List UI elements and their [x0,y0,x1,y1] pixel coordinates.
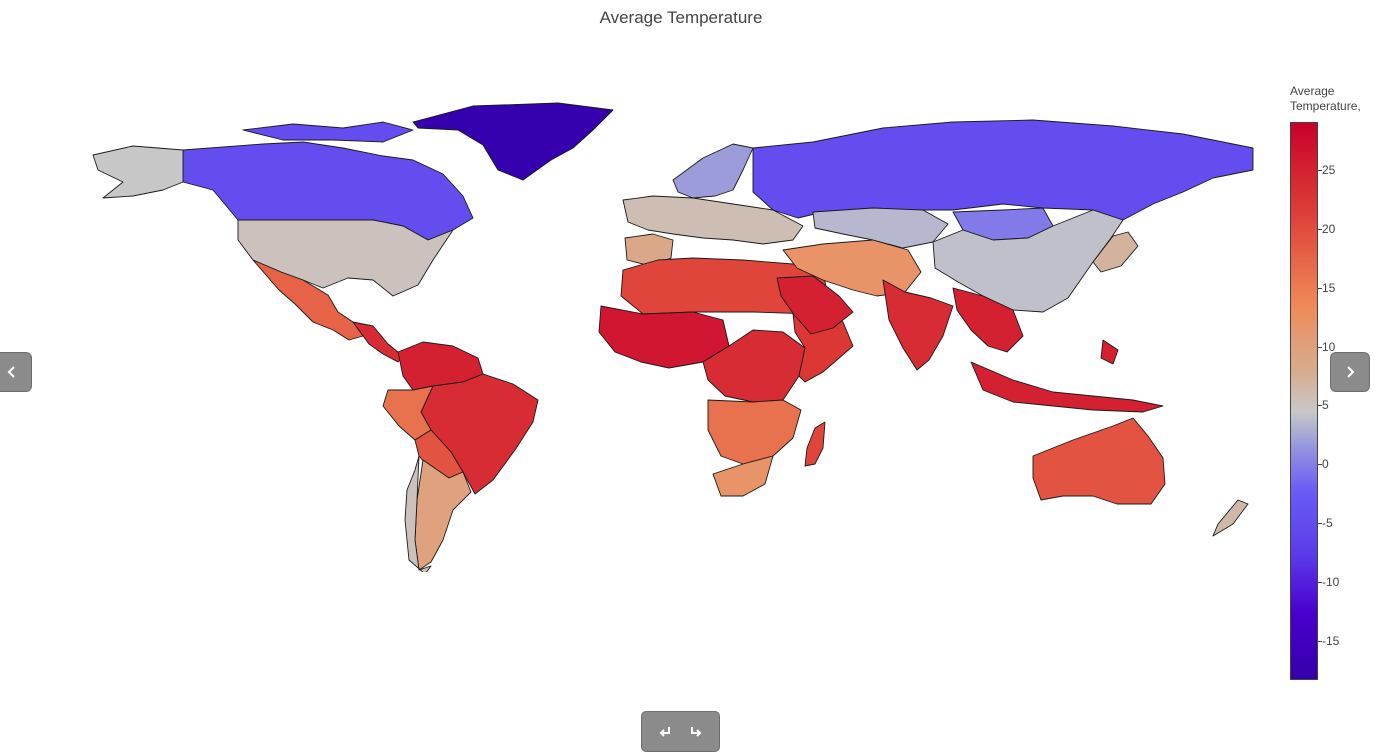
colorbar-title: Average Temperature, [1290,84,1361,113]
region-arabian-peninsula[interactable] [776,275,854,335]
undo-button[interactable] [653,720,677,744]
colorbar-tick-mark [1318,229,1322,230]
region-japan[interactable] [1092,231,1139,273]
undo-icon [659,726,671,737]
world-map[interactable] [53,100,1256,572]
colorbar-gradient [1290,122,1318,680]
colorbar-tick-label: 10 [1322,340,1336,354]
region-new-zealand[interactable] [1212,499,1249,537]
region-southern-africa[interactable] [707,399,802,465]
colorbar-tick-mark [1318,405,1322,406]
previous-button[interactable] [0,352,32,392]
region-scandinavia[interactable] [672,143,754,199]
region-canada[interactable] [182,121,474,241]
colorbar-tick-label: 15 [1322,281,1336,295]
region-argentina[interactable] [414,459,472,571]
colorbar-tick-label: 25 [1322,163,1336,177]
region-southeast-asia[interactable] [952,287,1024,353]
region-australia[interactable] [1032,417,1166,505]
chevron-right-icon [1347,366,1355,378]
region-russia[interactable] [752,119,1254,221]
colorbar-tick-mark [1318,347,1322,348]
colorbar-tick-label: 20 [1322,222,1336,236]
region-south-africa[interactable] [712,455,774,497]
region-central-america[interactable] [352,321,404,363]
region-greenland[interactable] [412,102,614,181]
colorbar-tick-mark [1318,464,1322,465]
history-toolbar [641,711,720,752]
colorbar-tick-label: -5 [1322,516,1333,530]
region-kazakhstan[interactable] [812,207,949,249]
colorbar-tick-mark [1318,288,1322,289]
colorbar-tick-label: -15 [1322,634,1340,648]
chevron-left-icon [7,366,15,378]
region-iberia[interactable] [624,233,674,267]
colorbar-tick-label: -10 [1322,575,1340,589]
colorbar-tick-label: 0 [1322,457,1329,471]
region-indonesia[interactable] [970,339,1164,413]
colorbar-tick-mark [1318,641,1322,642]
colorbar-tick-mark [1318,582,1322,583]
colorbar-tick-mark [1318,170,1322,171]
region-chile[interactable] [404,455,432,572]
region-western-europe[interactable] [622,195,804,245]
next-button[interactable] [1330,352,1370,392]
choropleth-svg[interactable] [53,100,1256,572]
region-madagascar[interactable] [804,421,826,467]
chart-title: Average Temperature [599,8,763,27]
region-india[interactable] [882,279,954,371]
region-alaska[interactable] [92,145,184,199]
colorbar-tick-mark [1318,523,1322,524]
colorbar-tick-label: 5 [1322,398,1329,412]
redo-icon [690,726,702,737]
redo-button[interactable] [684,720,708,744]
